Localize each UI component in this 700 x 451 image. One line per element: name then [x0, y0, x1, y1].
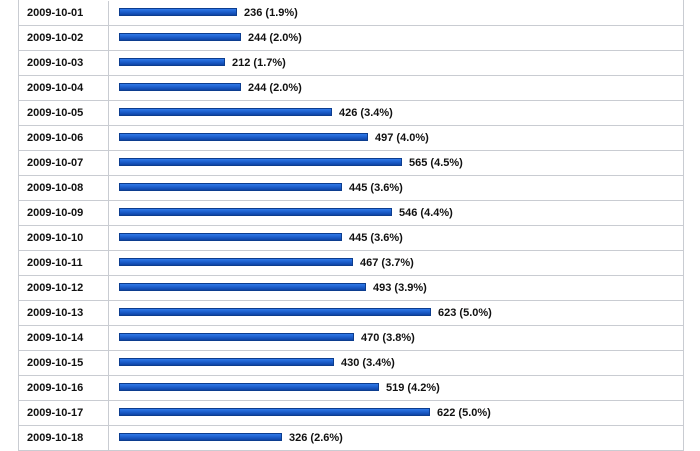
value-label: 430 (3.4%)	[341, 357, 395, 369]
table-row: 2009-10-03 212 (1.7%)	[19, 51, 683, 76]
value-label: 445 (3.6%)	[349, 182, 403, 194]
table-row: 2009-10-01 236 (1.9%)	[19, 1, 683, 26]
date-label: 2009-10-08	[19, 176, 109, 200]
date-label: 2009-10-01	[19, 1, 109, 25]
value-label: 622 (5.0%)	[437, 407, 491, 419]
bar-cell: 445 (3.6%)	[109, 226, 683, 250]
table-row: 2009-10-11 467 (3.7%)	[19, 251, 683, 276]
value-bar	[119, 33, 241, 41]
bar-cell: 493 (3.9%)	[109, 276, 683, 300]
value-label: 445 (3.6%)	[349, 232, 403, 244]
value-label: 493 (3.9%)	[373, 282, 427, 294]
value-bar	[119, 408, 430, 416]
daily-stats-table: 2009-10-01 236 (1.9%) 2009-10-02 244 (2.0%)…	[18, 0, 684, 451]
bar-cell: 470 (3.8%)	[109, 326, 683, 350]
bar-cell: 565 (4.5%)	[109, 151, 683, 175]
value-label: 426 (3.4%)	[339, 107, 393, 119]
bar-cell: 212 (1.7%)	[109, 51, 683, 75]
table-row: 2009-10-08 445 (3.6%)	[19, 176, 683, 201]
date-label: 2009-10-09	[19, 201, 109, 225]
date-label: 2009-10-06	[19, 126, 109, 150]
value-bar	[119, 233, 342, 241]
value-bar	[119, 158, 402, 166]
date-label: 2009-10-15	[19, 351, 109, 375]
bar-cell: 244 (2.0%)	[109, 76, 683, 100]
table-row: 2009-10-05 426 (3.4%)	[19, 101, 683, 126]
date-label: 2009-10-17	[19, 401, 109, 425]
value-bar	[119, 258, 353, 266]
date-label: 2009-10-02	[19, 26, 109, 50]
value-bar	[119, 433, 282, 441]
date-label: 2009-10-11	[19, 251, 109, 275]
value-bar	[119, 83, 241, 91]
bar-cell: 622 (5.0%)	[109, 401, 683, 425]
bar-cell: 519 (4.2%)	[109, 376, 683, 400]
value-label: 212 (1.7%)	[232, 57, 286, 69]
bar-cell: 244 (2.0%)	[109, 26, 683, 50]
value-bar	[119, 183, 342, 191]
date-label: 2009-10-12	[19, 276, 109, 300]
date-label: 2009-10-14	[19, 326, 109, 350]
bar-cell: 623 (5.0%)	[109, 301, 683, 325]
date-label: 2009-10-03	[19, 51, 109, 75]
bar-cell: 467 (3.7%)	[109, 251, 683, 275]
table-row: 2009-10-13 623 (5.0%)	[19, 301, 683, 326]
value-label: 470 (3.8%)	[361, 332, 415, 344]
value-label: 519 (4.2%)	[386, 382, 440, 394]
bar-cell: 326 (2.6%)	[109, 426, 683, 450]
value-label: 467 (3.7%)	[360, 257, 414, 269]
value-bar	[119, 58, 225, 66]
table-row: 2009-10-02 244 (2.0%)	[19, 26, 683, 51]
bar-cell: 426 (3.4%)	[109, 101, 683, 125]
value-label: 623 (5.0%)	[438, 307, 492, 319]
value-label: 497 (4.0%)	[375, 132, 429, 144]
value-label: 546 (4.4%)	[399, 207, 453, 219]
table-row: 2009-10-09 546 (4.4%)	[19, 201, 683, 226]
table-row: 2009-10-07 565 (4.5%)	[19, 151, 683, 176]
bar-cell: 497 (4.0%)	[109, 126, 683, 150]
table-row: 2009-10-17 622 (5.0%)	[19, 401, 683, 426]
table-row: 2009-10-12 493 (3.9%)	[19, 276, 683, 301]
value-bar	[119, 108, 332, 116]
value-bar	[119, 308, 431, 316]
date-label: 2009-10-07	[19, 151, 109, 175]
value-bar	[119, 283, 366, 291]
date-label: 2009-10-05	[19, 101, 109, 125]
table-row: 2009-10-18 326 (2.6%)	[19, 426, 683, 451]
table-row: 2009-10-14 470 (3.8%)	[19, 326, 683, 351]
value-bar	[119, 383, 379, 391]
value-label: 244 (2.0%)	[248, 82, 302, 94]
bar-cell: 236 (1.9%)	[109, 1, 683, 25]
date-label: 2009-10-18	[19, 426, 109, 450]
value-bar	[119, 333, 354, 341]
date-label: 2009-10-04	[19, 76, 109, 100]
bar-cell: 430 (3.4%)	[109, 351, 683, 375]
date-label: 2009-10-16	[19, 376, 109, 400]
value-bar	[119, 208, 392, 216]
table-row: 2009-10-10 445 (3.6%)	[19, 226, 683, 251]
value-label: 326 (2.6%)	[289, 432, 343, 444]
date-label: 2009-10-13	[19, 301, 109, 325]
bar-cell: 445 (3.6%)	[109, 176, 683, 200]
value-label: 236 (1.9%)	[244, 7, 298, 19]
value-bar	[119, 358, 334, 366]
value-bar	[119, 8, 237, 16]
value-bar	[119, 133, 368, 141]
date-label: 2009-10-10	[19, 226, 109, 250]
bar-cell: 546 (4.4%)	[109, 201, 683, 225]
table-row: 2009-10-04 244 (2.0%)	[19, 76, 683, 101]
table-row: 2009-10-15 430 (3.4%)	[19, 351, 683, 376]
table-row: 2009-10-06 497 (4.0%)	[19, 126, 683, 151]
value-label: 565 (4.5%)	[409, 157, 463, 169]
value-label: 244 (2.0%)	[248, 32, 302, 44]
table-row: 2009-10-16 519 (4.2%)	[19, 376, 683, 401]
